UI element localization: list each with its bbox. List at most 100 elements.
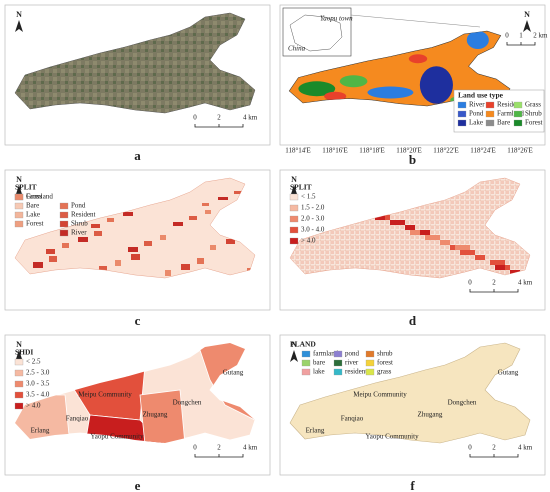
cell: [440, 240, 445, 245]
legend-label: 1.5 - 2.0: [301, 204, 325, 212]
cell: [500, 265, 505, 270]
legend-label: 2.0 - 3.0: [301, 215, 325, 223]
patch: [226, 239, 235, 244]
legend-box: [453, 89, 545, 133]
longitude-label: 118°20'E: [396, 147, 422, 155]
cell: [425, 230, 430, 235]
scale-label: 0: [468, 279, 472, 287]
scale-label: 2: [533, 32, 537, 40]
cell: [435, 235, 440, 240]
legend-label: 3.5 - 4.0: [26, 391, 50, 399]
longitude-label: 118°14'E: [285, 147, 311, 155]
legend-label: Resident: [71, 211, 96, 219]
cell: [460, 245, 465, 250]
legend-swatch: [485, 110, 495, 118]
town-label: Erlang: [306, 427, 325, 435]
scale-label: 2: [217, 114, 221, 122]
cell: [395, 220, 400, 225]
town-label: Fanqiao: [66, 415, 89, 423]
north-label: N: [524, 10, 530, 19]
patch: [408, 54, 428, 64]
patch: [128, 247, 138, 252]
longitude-label: 118°18'E: [359, 147, 385, 155]
panel-letter: f: [410, 478, 415, 492]
legend-swatch: [289, 226, 299, 234]
legend-label: Pond: [469, 110, 484, 118]
legend-swatch: [14, 358, 24, 366]
panel-letter: c: [135, 313, 141, 328]
patch: [62, 243, 69, 248]
legend-label: Bare: [26, 202, 39, 210]
cell: [455, 245, 460, 250]
longitude-label: 118°22'E: [433, 147, 459, 155]
patch: [466, 31, 489, 49]
legend-label: Bare: [497, 119, 510, 127]
cell: [500, 260, 505, 265]
legend-label: forest: [377, 359, 393, 367]
town-label: Yaopu Community: [365, 433, 419, 441]
town-label: Dongchen: [173, 399, 202, 407]
legend-swatch: [457, 119, 467, 127]
cell: [460, 250, 465, 255]
scale-label: 4 km: [518, 444, 533, 452]
cell: [480, 255, 485, 260]
cell: [400, 220, 405, 225]
patch: [78, 237, 88, 242]
cell: [445, 240, 450, 245]
longitude-label: 118°24'E: [470, 147, 496, 155]
patch: [173, 222, 183, 226]
cell: [405, 225, 410, 230]
legend-swatch: [457, 110, 467, 118]
legend-swatch: [14, 193, 24, 201]
legend-label: Farmland: [26, 193, 53, 201]
legend-swatch: [333, 368, 343, 376]
scale-bar: [506, 42, 536, 46]
panel: N 0 2 4 km: [4, 4, 271, 146]
cell: [510, 270, 515, 275]
patch: [218, 197, 228, 200]
scale-label: 0: [193, 114, 197, 122]
cell: [465, 250, 470, 255]
legend-title: SHDI: [15, 348, 33, 357]
legend-swatch: [14, 369, 24, 377]
legend-title: SPLIT: [290, 183, 312, 192]
inset-leader: [350, 14, 481, 28]
inset-label: China: [288, 45, 306, 53]
legend-title: PLAND: [290, 340, 316, 349]
cell: [450, 245, 455, 250]
cell: [410, 225, 415, 230]
legend-title: Land use type: [458, 91, 504, 100]
patch: [115, 260, 121, 266]
legend-swatch: [513, 101, 523, 109]
legend-label: Grass: [525, 101, 541, 109]
patch: [91, 224, 100, 228]
panel-letter: b: [409, 152, 416, 167]
patch: [339, 75, 368, 88]
legend-label: pond: [345, 350, 360, 358]
cell: [495, 260, 500, 265]
legend-swatch: [485, 101, 495, 109]
town-label: Gutang: [498, 369, 519, 377]
legend-label: river: [345, 359, 359, 367]
legend-label: Pond: [71, 202, 86, 210]
scale-label: km: [539, 32, 549, 40]
north-label: N: [291, 175, 297, 184]
scale-label: 0: [468, 444, 472, 452]
legend-swatch: [289, 215, 299, 223]
legend-label: River: [469, 101, 485, 109]
cell: [470, 250, 475, 255]
patch: [131, 254, 140, 260]
inset-label: Yaopu town: [320, 15, 353, 23]
patch: [298, 81, 336, 97]
patch: [94, 231, 102, 236]
legend-swatch: [485, 119, 495, 127]
patch: [99, 266, 107, 272]
patch: [234, 191, 242, 194]
legend-swatch: [14, 402, 24, 410]
legend-label: Lake: [469, 119, 483, 127]
legend-swatch: [513, 110, 523, 118]
legend-swatch: [289, 204, 299, 212]
legend-label: 2.5 - 3.0: [26, 369, 50, 377]
legend-swatch: [289, 193, 299, 201]
